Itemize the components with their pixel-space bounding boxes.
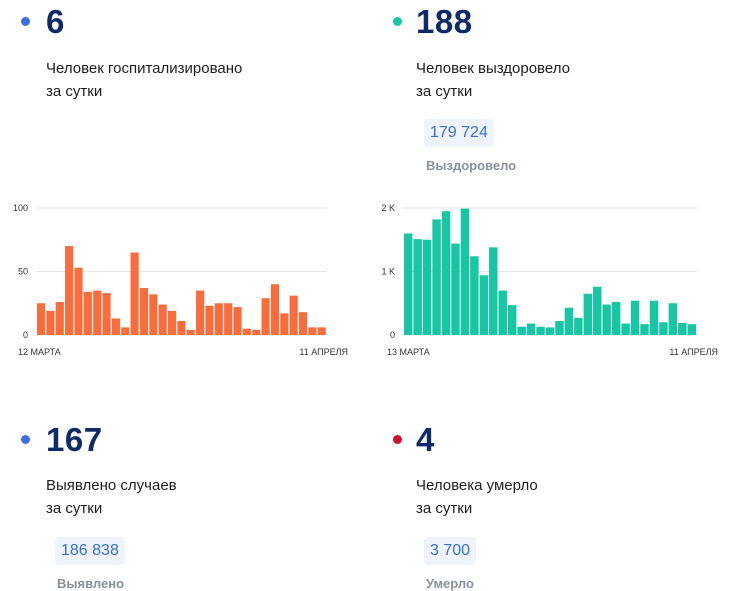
- detected-total-badge: 186 838: [55, 537, 125, 565]
- died-total-badge: 3 700: [424, 537, 477, 565]
- died-label-line2: за сутки: [416, 500, 473, 517]
- died-label-line1: Человека умерло: [416, 477, 538, 494]
- detected-label-line1: Выявлено случаев: [46, 477, 177, 494]
- x-start-label: 13 МАРТА: [387, 347, 430, 357]
- bar: [517, 326, 526, 335]
- bar: [479, 275, 489, 335]
- bar: [640, 324, 649, 335]
- bar: [139, 288, 149, 335]
- bar: [317, 327, 326, 335]
- bar: [186, 329, 195, 335]
- bar: [583, 293, 593, 335]
- bar: [55, 301, 64, 335]
- y-tick-label: 50: [18, 267, 28, 277]
- recovered-label-line1: Человек выздоровело: [416, 60, 570, 77]
- bar: [611, 301, 621, 335]
- blue-dot-icon: [21, 17, 30, 26]
- bar: [451, 243, 460, 335]
- bar: [649, 300, 659, 335]
- bar: [261, 298, 270, 335]
- red-dot-icon: [393, 435, 402, 444]
- bar: [167, 310, 177, 335]
- bar: [93, 290, 102, 335]
- detected-total-label: Выявлено: [57, 576, 125, 591]
- bar: [574, 317, 583, 335]
- bar: [564, 307, 574, 335]
- detected-label-line2: за сутки: [46, 500, 103, 517]
- bar: [593, 286, 602, 335]
- bar: [196, 290, 205, 335]
- y-tick-label: 0: [23, 330, 28, 340]
- bar: [111, 318, 120, 335]
- y-tick-label: 0: [390, 330, 395, 340]
- bar: [102, 293, 111, 335]
- bar: [555, 321, 564, 335]
- y-tick-label: 1 K: [381, 267, 395, 277]
- bar: [252, 329, 261, 335]
- y-tick-label: 2 K: [381, 203, 395, 213]
- detected-value: 167: [46, 421, 103, 458]
- bar: [460, 208, 470, 335]
- bar: [205, 305, 214, 335]
- bar: [158, 304, 167, 335]
- hospitalized-value: 6: [46, 3, 65, 40]
- teal-dot-icon: [393, 17, 402, 26]
- bar: [536, 326, 545, 335]
- bar: [149, 294, 158, 335]
- bar: [526, 323, 536, 335]
- bar: [404, 233, 413, 335]
- bar: [130, 252, 139, 335]
- recovered-total-badge: 179 724: [424, 119, 494, 147]
- bar: [498, 290, 507, 335]
- bar: [242, 328, 251, 335]
- bar: [678, 322, 687, 335]
- died-value: 4: [416, 421, 435, 458]
- x-end-label: 11 АПРЕЛЯ: [669, 347, 718, 357]
- bar: [298, 312, 308, 335]
- x-end-label: 11 АПРЕЛЯ: [299, 347, 348, 357]
- bar: [308, 327, 317, 335]
- bar: [668, 303, 678, 335]
- blue-dot-icon: [21, 435, 30, 444]
- hospitalized-bar-chart: 0 50 100 12 МАРТА 11 АПРЕЛЯ: [13, 203, 348, 357]
- bar: [214, 303, 223, 335]
- bar: [74, 267, 83, 335]
- x-start-label: 12 МАРТА: [18, 347, 61, 357]
- bar: [413, 239, 422, 335]
- recovered-value: 188: [416, 3, 473, 40]
- bar: [83, 291, 92, 335]
- bar: [289, 295, 298, 335]
- bar: [630, 300, 640, 335]
- recovered-label-line2: за сутки: [416, 83, 473, 100]
- bar: [545, 327, 555, 335]
- bar: [121, 327, 130, 335]
- bar: [46, 310, 55, 335]
- bar: [659, 322, 668, 335]
- bar: [280, 313, 289, 335]
- bar: [441, 211, 451, 335]
- bar: [602, 304, 611, 335]
- hospitalized-label-line1: Человек госпитализировано: [46, 60, 243, 77]
- died-total-label: Умерло: [426, 576, 474, 591]
- bar: [233, 307, 242, 335]
- bar: [224, 303, 233, 335]
- bar: [422, 239, 432, 335]
- bar: [621, 323, 630, 335]
- bar: [432, 219, 441, 335]
- recovered-bar-chart: 0 1 K 2 K 13 МАРТА 11 АПРЕЛЯ: [381, 203, 718, 357]
- bar: [687, 324, 696, 335]
- bar: [177, 321, 186, 335]
- bar: [470, 256, 479, 335]
- bar: [65, 246, 74, 335]
- bar: [489, 247, 498, 335]
- recovered-total-label: Выздоровело: [426, 158, 517, 173]
- y-tick-label: 100: [13, 203, 28, 213]
- hospitalized-label-line2: за сутки: [46, 83, 103, 100]
- bar: [37, 303, 46, 335]
- bar: [507, 305, 517, 335]
- bar: [270, 284, 280, 335]
